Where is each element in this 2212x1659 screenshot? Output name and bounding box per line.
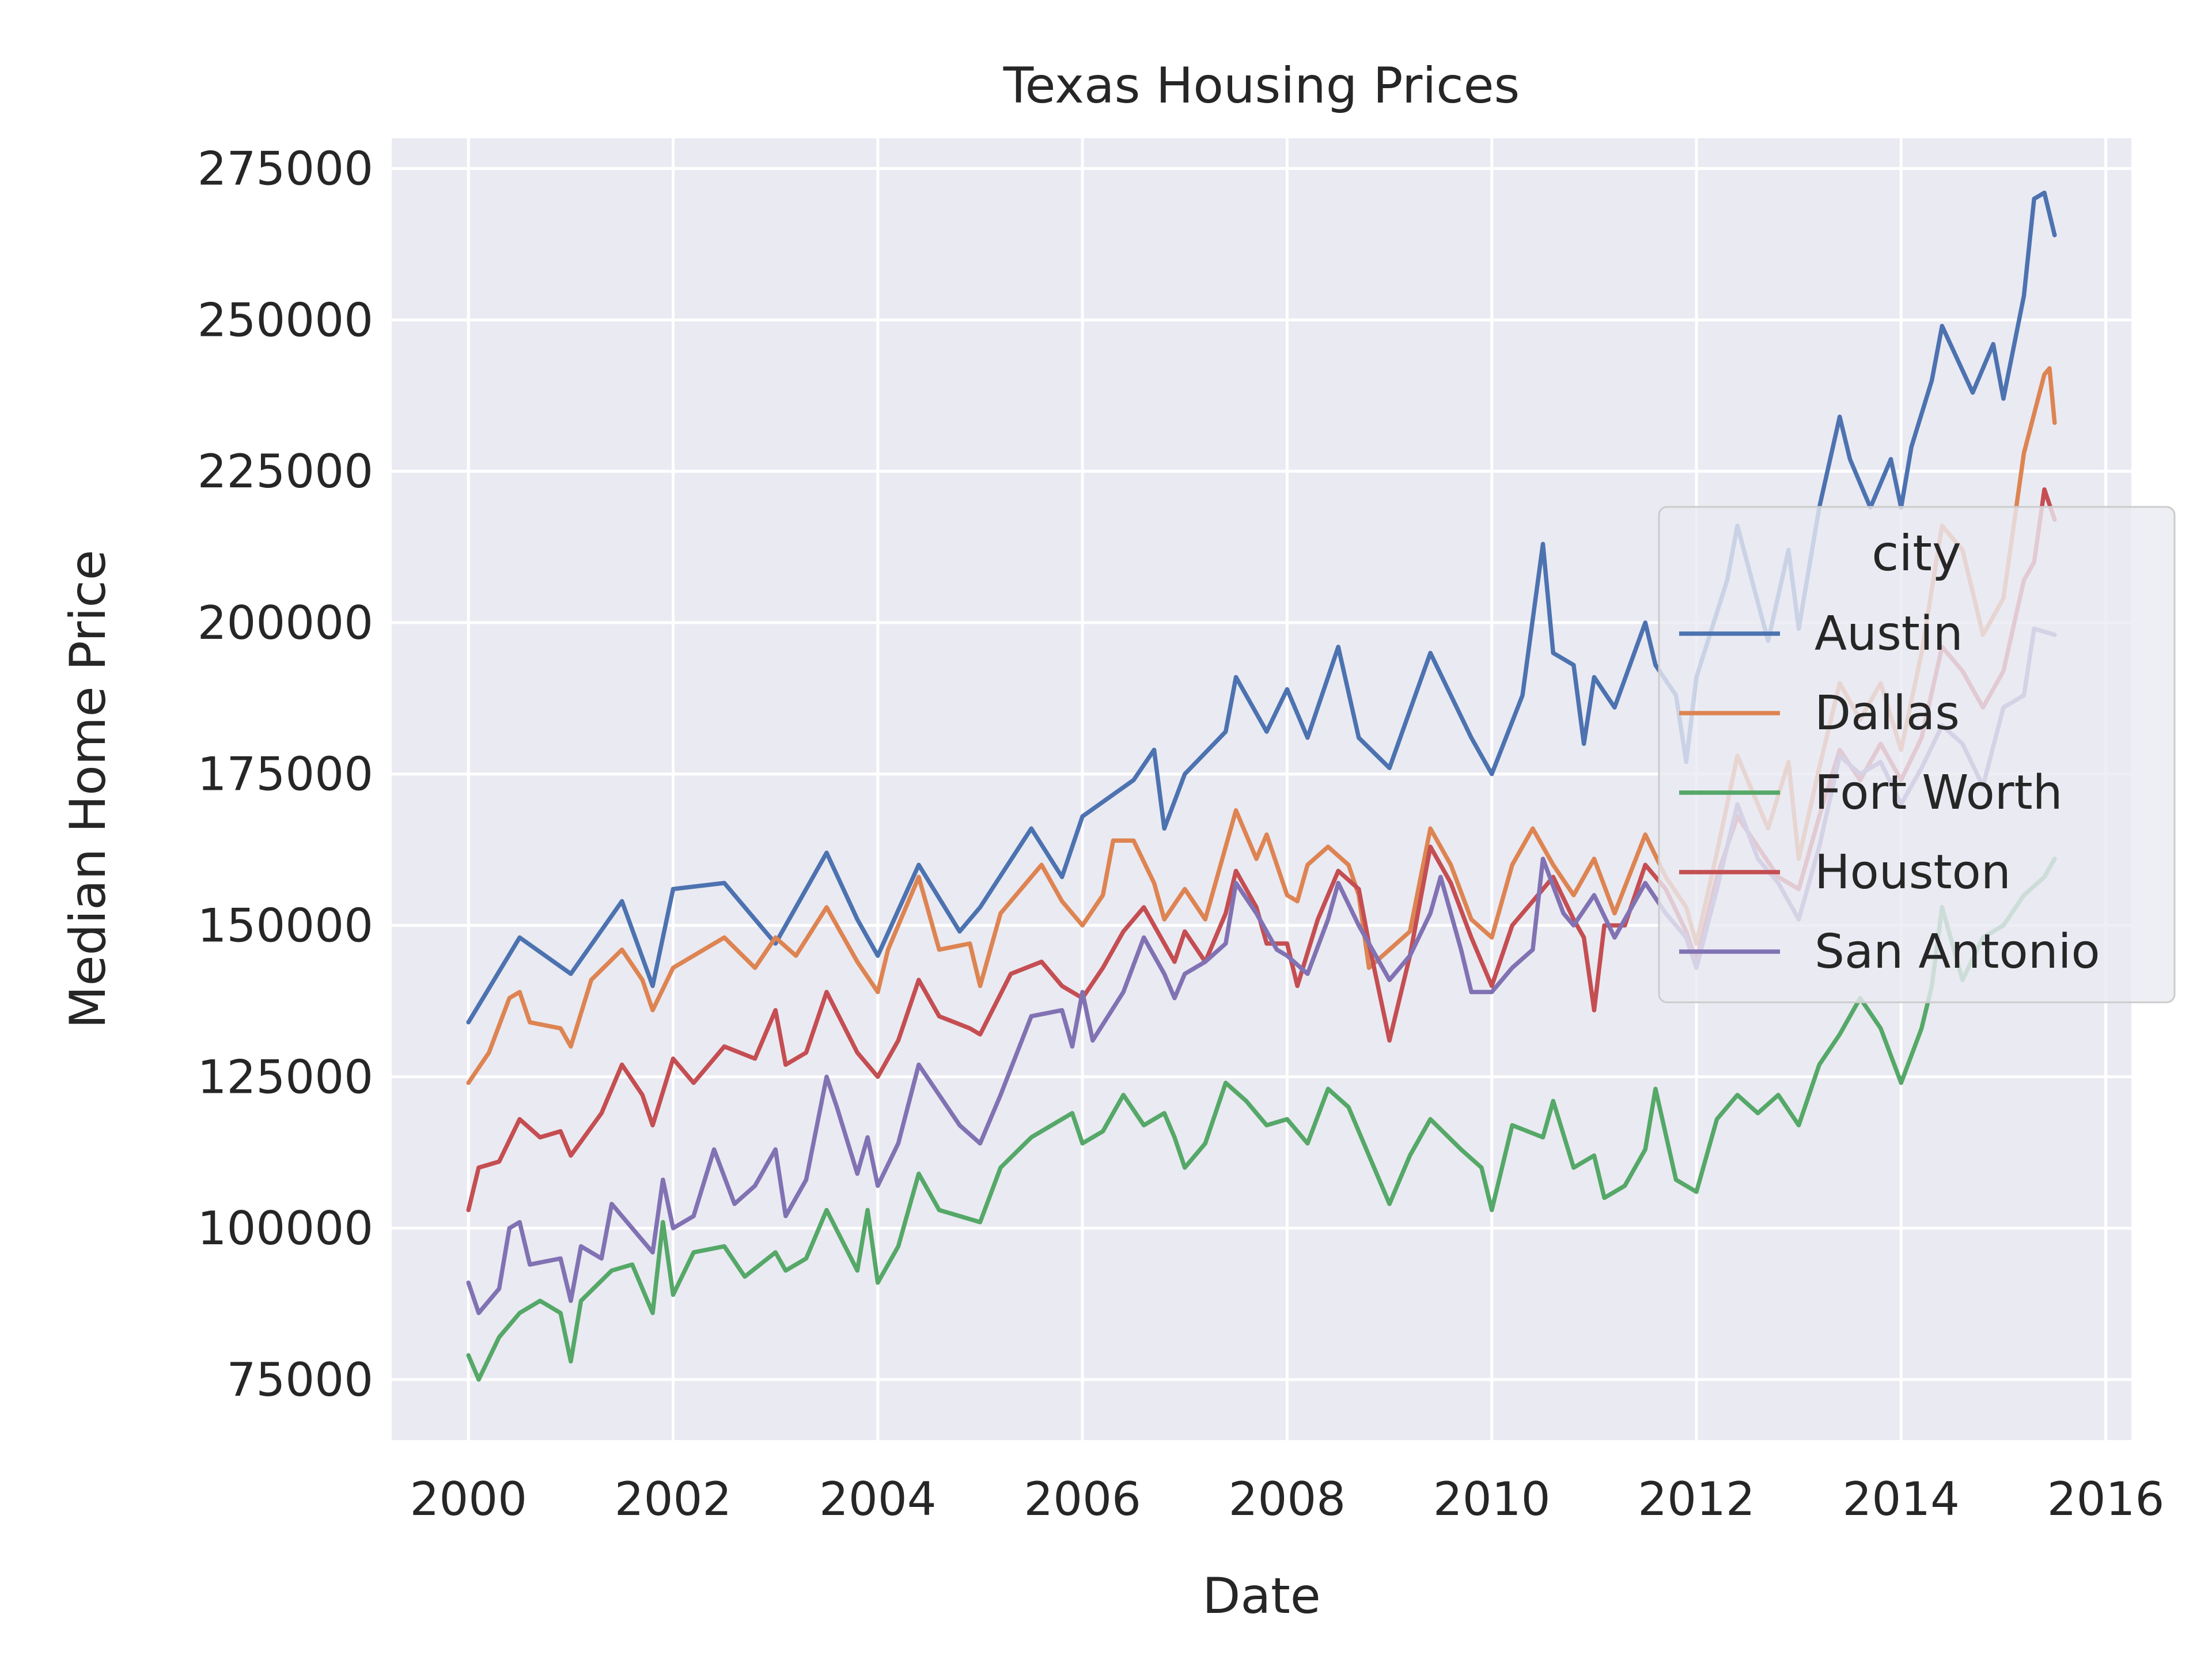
x-tick-label: 2014: [1842, 1472, 1960, 1526]
y-tick-label: 75000: [227, 1353, 374, 1407]
y-tick-label: 125000: [198, 1050, 373, 1104]
x-tick-label: 2012: [1638, 1472, 1755, 1526]
y-tick-label: 100000: [198, 1202, 373, 1255]
y-axis-ticks: 75000 100000 125000 150000 175000 200000 22500…: [198, 142, 373, 1407]
x-tick-label: 2002: [615, 1472, 732, 1526]
y-tick-label: 250000: [198, 293, 373, 347]
series-line-fort-worth: [466, 857, 2057, 1382]
legend-title: city: [1872, 525, 1961, 582]
y-tick-label: 175000: [198, 748, 373, 801]
legend-label-austin: Austin: [1815, 607, 1963, 661]
chart-title: Texas Housing Prices: [1003, 57, 1520, 115]
legend-items: Austin Dallas Fort Worth Houston San Antonio: [1679, 607, 2100, 979]
x-tick-label: 2016: [2047, 1472, 2165, 1526]
x-tick-label: 2004: [819, 1472, 937, 1526]
legend-box: [1658, 506, 2176, 1003]
x-axis-ticks: 2000 2002 2004 2006 2008 2010 2012 2014 2016: [410, 1472, 2164, 1526]
legend: city Austin Dallas Fort Worth Houston San An…: [1658, 506, 2176, 1003]
x-tick-label: 2000: [410, 1472, 527, 1526]
legend-label-houston: Houston: [1815, 845, 2011, 900]
x-tick-label: 2006: [1024, 1472, 1141, 1526]
x-tick-label: 2008: [1229, 1472, 1346, 1526]
legend-label-fort-worth: Fort Worth: [1815, 766, 2063, 820]
y-axis-label: Median Home Price: [59, 550, 117, 1028]
y-tick-label: 225000: [198, 445, 373, 498]
legend-label-dallas: Dallas: [1815, 686, 1960, 741]
x-tick-label: 2010: [1433, 1472, 1551, 1526]
y-tick-label: 200000: [198, 596, 373, 650]
y-tick-label: 275000: [198, 142, 373, 196]
x-axis-label: Date: [1202, 1567, 1321, 1625]
legend-label-san-antonio: San Antonio: [1815, 925, 2100, 979]
y-tick-label: 150000: [198, 899, 373, 953]
series-line-austin: [466, 190, 2057, 1025]
